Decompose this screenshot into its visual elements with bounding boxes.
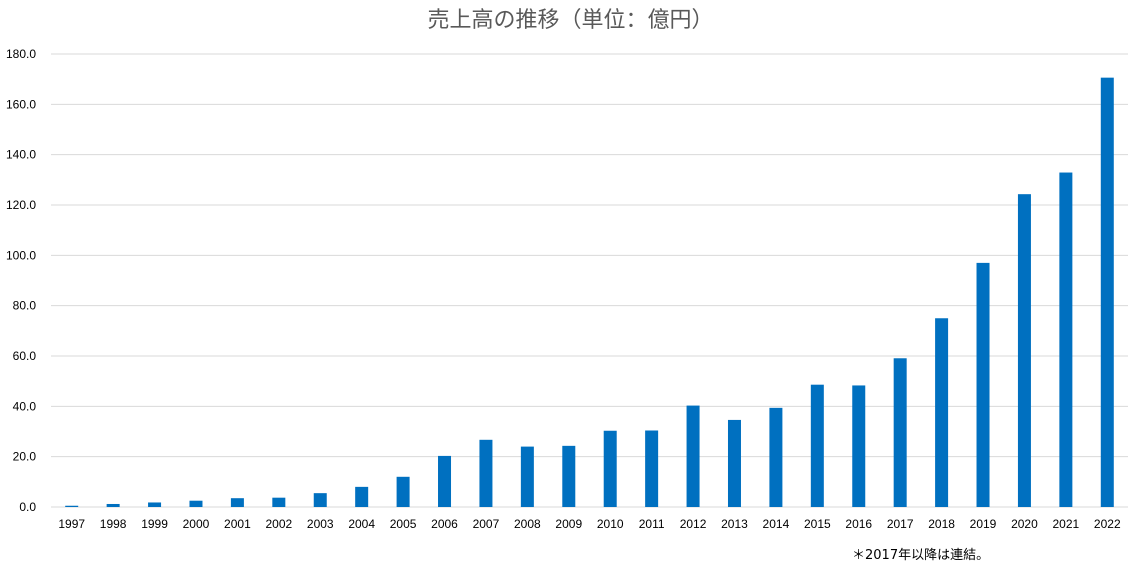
bar-2011 [645, 430, 659, 507]
bar-2009 [562, 445, 576, 507]
bar-2020 [1017, 194, 1031, 507]
x-tick-label: 2010 [597, 517, 624, 531]
bar-2010 [603, 430, 617, 507]
chart-footnote: ＊2017年以降は連結。 [852, 548, 990, 563]
bar-2002 [272, 497, 286, 507]
x-tick-label: 2020 [1011, 517, 1038, 531]
x-tick-label: 2016 [845, 517, 872, 531]
bar-2015 [810, 384, 824, 507]
y-tick-label: 100.0 [6, 248, 36, 262]
bar-1998 [106, 503, 120, 507]
x-tick-label: 1999 [141, 517, 168, 531]
bar-2016 [852, 385, 866, 507]
bar-2001 [230, 498, 244, 507]
bar-2007 [479, 439, 493, 507]
bar-1997 [65, 505, 79, 507]
bar-2017 [893, 358, 907, 507]
x-tick-label: 2011 [639, 517, 665, 531]
y-tick-label: 40.0 [13, 399, 37, 413]
y-tick-label: 140.0 [6, 148, 36, 162]
y-axis-ticks: 0.0 20.0 40.0 60.0 80.0 100.0 120.0 140.0 160.0 1… [6, 47, 36, 514]
x-tick-label: 2013 [721, 517, 748, 531]
y-tick-label: 60.0 [13, 349, 37, 363]
y-tick-label: 180.0 [6, 47, 36, 61]
chart-title: 売上高の推移（単位：億円） [427, 8, 714, 33]
x-tick-label: 2007 [473, 517, 500, 531]
x-axis-ticks: 1997 1998 1999 2000 2001 2002 2003 2004 2005 2006… [58, 517, 1121, 531]
x-tick-label: 2000 [183, 517, 210, 531]
bar-2014 [769, 407, 783, 507]
x-tick-label: 2001 [224, 517, 251, 531]
y-tick-label: 20.0 [13, 450, 37, 464]
x-tick-label: 2012 [680, 517, 707, 531]
bar-2018 [935, 318, 949, 507]
x-tick-label: 2009 [555, 517, 582, 531]
x-tick-label: 1998 [100, 517, 127, 531]
bar-2005 [396, 476, 410, 507]
x-tick-label: 2021 [1053, 517, 1080, 531]
bar-2019 [976, 262, 990, 507]
x-tick-label: 2005 [390, 517, 417, 531]
bar-2004 [355, 486, 369, 507]
x-tick-label: 2018 [928, 517, 955, 531]
x-tick-label: 2015 [804, 517, 831, 531]
x-tick-label: 2019 [970, 517, 997, 531]
bar-2008 [520, 446, 534, 507]
x-tick-label: 2004 [348, 517, 375, 531]
x-tick-label: 2002 [265, 517, 292, 531]
x-tick-label: 2003 [307, 517, 334, 531]
x-tick-label: 2014 [763, 517, 790, 531]
bar-2021 [1059, 172, 1073, 507]
bar-2012 [686, 405, 700, 507]
y-tick-label: 120.0 [6, 198, 36, 212]
y-tick-label: 160.0 [6, 97, 36, 111]
bar-2003 [313, 493, 327, 507]
x-tick-label: 1997 [58, 517, 85, 531]
y-tick-label: 0.0 [19, 500, 36, 514]
bar-2022 [1100, 77, 1114, 507]
x-tick-label: 2022 [1094, 517, 1121, 531]
x-tick-label: 2006 [431, 517, 458, 531]
bar-2000 [189, 500, 203, 507]
bar-2013 [727, 419, 741, 507]
bar-1999 [148, 502, 162, 507]
y-tick-label: 80.0 [13, 299, 37, 313]
x-tick-label: 2008 [514, 517, 541, 531]
bars [65, 77, 1114, 507]
gridlines [51, 53, 1128, 508]
x-tick-label: 2017 [887, 517, 914, 531]
bar-2006 [438, 455, 452, 507]
